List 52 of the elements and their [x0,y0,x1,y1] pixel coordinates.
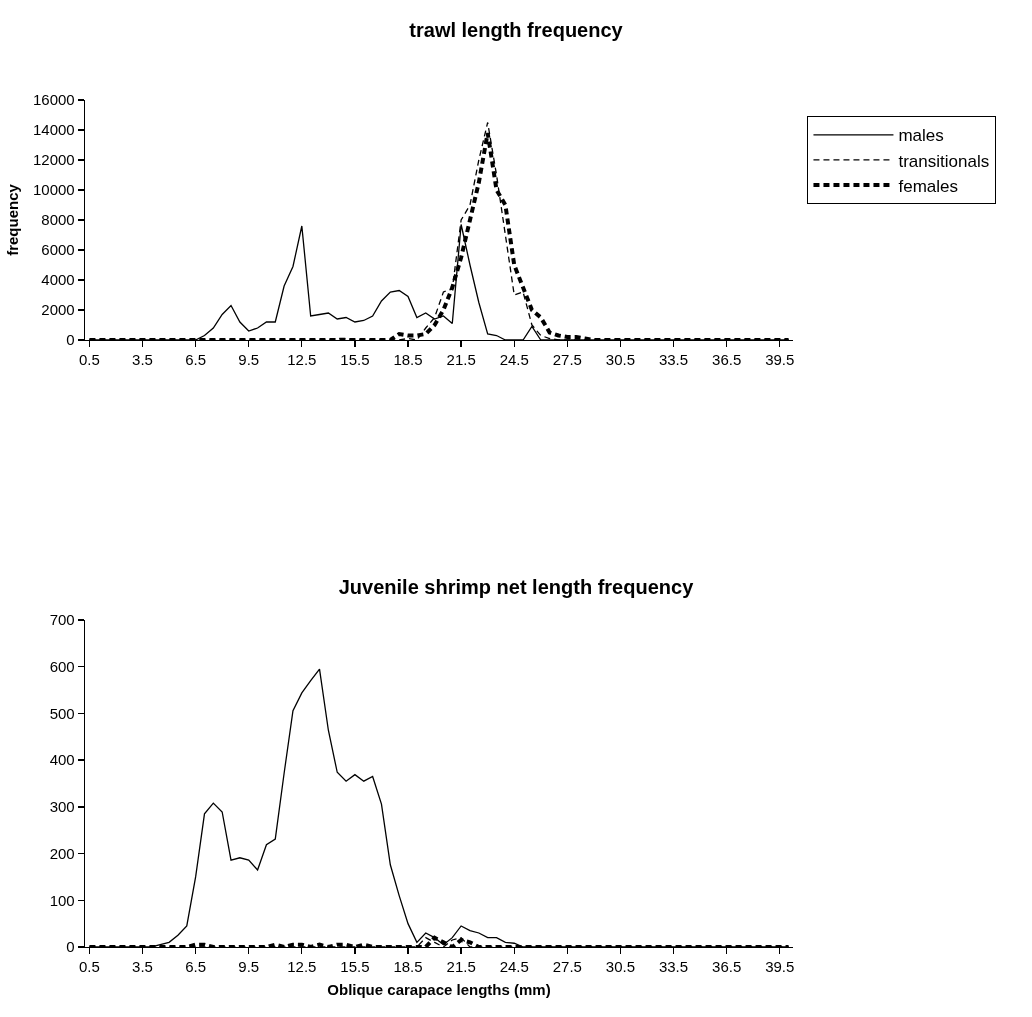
y-tick-label: 12000 [32,151,75,169]
x-tick-label: 27.5 [552,958,582,976]
x-tick-label: 9.5 [238,351,260,369]
x-tick-label: 9.5 [238,958,260,976]
x-tick-label: 21.5 [446,351,476,369]
x-tick-label: 33.5 [658,958,689,976]
y-tick-label: 6000 [41,241,75,259]
x-tick-label: 21.5 [446,958,476,976]
x-tick-label: 33.5 [658,351,689,369]
y-tick-label: 4000 [41,271,75,289]
legend-label: transitionals [898,151,990,171]
x-tick-label: 30.5 [605,958,636,976]
x-tick-label: 27.5 [552,351,582,369]
y-tick-label: 8000 [41,211,75,229]
x-tick-label: 39.5 [765,958,795,976]
y-tick-label: 10000 [32,181,75,199]
x-tick-label: 24.5 [499,351,529,369]
y-tick-label: 400 [49,751,75,769]
x-tick-label: 0.5 [79,351,100,369]
x-tick-label: 15.5 [340,958,370,976]
x-tick-label: 3.5 [132,351,153,369]
y-tick-label: 600 [49,657,75,675]
legend-label: males [898,126,944,146]
x-tick-label: 36.5 [712,351,742,369]
x-tick-label: 12.5 [287,351,317,369]
x-tick-label: 36.5 [712,958,742,976]
x-tick-label: 6.5 [185,958,207,976]
x-tick-label: 24.5 [499,958,529,976]
x-tick-label: 30.5 [605,351,636,369]
chart-title: trawl length frequency [409,18,624,41]
x-tick-label: 6.5 [185,351,207,369]
x-tick-label: 15.5 [340,351,370,369]
y-tick-label: 500 [49,704,75,722]
y-tick-label: 2000 [41,301,75,319]
legend-label: females [898,176,958,196]
x-tick-label: 39.5 [765,351,795,369]
y-axis-title: frequency [4,183,22,256]
x-tick-label: 18.5 [393,958,423,976]
x-tick-label: 3.5 [132,958,153,976]
y-tick-label: 14000 [32,121,75,139]
x-axis-title: Oblique carapace lengths (mm) [327,981,551,999]
x-tick-label: 12.5 [287,958,317,976]
y-tick-label: 16000 [32,91,75,109]
y-tick-label: 300 [49,798,75,816]
y-tick-label: 200 [49,844,75,862]
y-tick-label: 700 [49,611,75,629]
x-tick-label: 18.5 [393,351,423,369]
chart-title: Juvenile shrimp net length frequency [338,575,695,598]
y-tick-label: 0 [66,938,75,956]
x-tick-label: 0.5 [79,958,100,976]
y-tick-label: 0 [66,331,75,349]
y-tick-label: 100 [49,891,75,909]
